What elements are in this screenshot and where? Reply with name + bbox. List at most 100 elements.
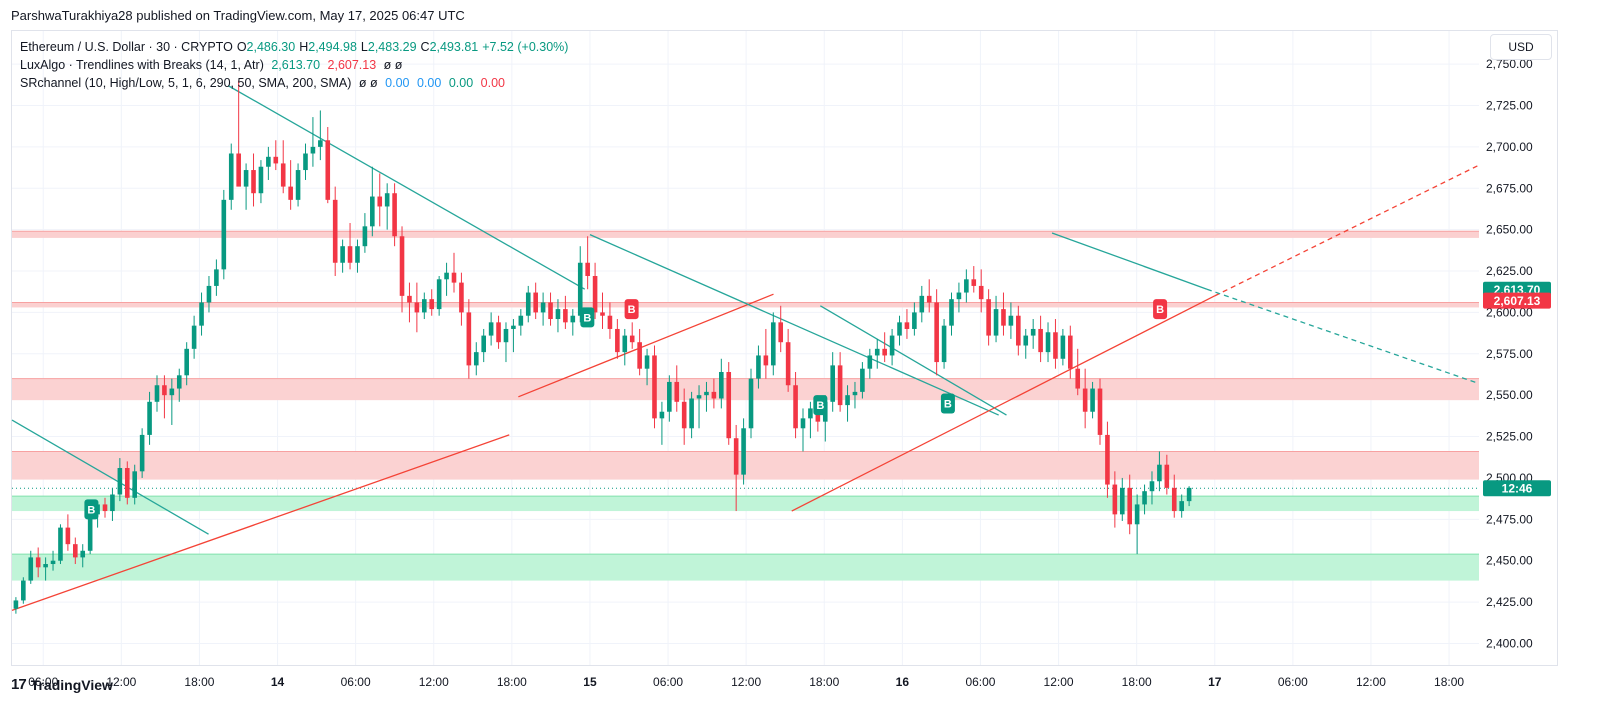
price-tick-label: 2,625.00	[1486, 264, 1533, 278]
candle-up	[1023, 335, 1029, 346]
time-axis: 06:00 12:00 18:00 14 06:00 12:00 18:00 15 06:00 1…	[28, 675, 1464, 689]
downtrend-line	[820, 305, 1007, 416]
time-tick-label: 12:00	[1044, 675, 1074, 689]
candle-down	[325, 140, 331, 200]
close-value: 2,493.81	[429, 40, 479, 54]
candle-down	[592, 275, 598, 313]
candle-up	[644, 355, 650, 369]
candle-down	[1105, 434, 1110, 485]
symbol-name[interactable]: Ethereum / U.S. Dollar · 30 · CRYPTO	[20, 40, 233, 54]
candle-up	[50, 560, 56, 565]
candle-up	[949, 299, 954, 326]
candle-up	[1008, 315, 1014, 326]
candle-down	[392, 193, 397, 237]
price-tick-label: 2,425.00	[1486, 595, 1533, 609]
candle-up	[340, 246, 345, 263]
lux-indicator-name[interactable]: LuxAlgo · Trendlines with Breaks (14, 1,…	[20, 58, 264, 72]
candle-down	[904, 322, 910, 329]
trendlines	[11, 85, 1480, 611]
candle-up	[243, 170, 249, 187]
candle-up	[1157, 464, 1162, 482]
tradingview-logo-icon: 17	[11, 676, 27, 693]
close-label: C	[420, 40, 430, 54]
chart-frame[interactable]	[11, 30, 1558, 666]
low-label: L	[360, 40, 368, 54]
candle-up	[1030, 328, 1036, 336]
candle-up	[1060, 335, 1066, 359]
break-signal-marker	[624, 299, 639, 320]
candle-down	[926, 295, 932, 303]
candle-up	[117, 468, 123, 495]
candle-up	[228, 153, 234, 200]
support-zone	[12, 496, 1479, 512]
break-signal-marker	[84, 499, 99, 520]
candle-up	[1179, 501, 1184, 512]
candle-down	[637, 342, 642, 369]
candle-up	[570, 315, 576, 323]
candle-up	[355, 246, 360, 263]
candle-down	[1001, 309, 1006, 326]
change-value: +7.52 (+0.30%)	[482, 40, 569, 54]
uptrend-line	[11, 434, 510, 611]
time-tick-label: 14	[271, 675, 285, 689]
price-tick-label: 2,550.00	[1486, 388, 1533, 402]
candle-up	[704, 391, 709, 396]
time-tick-label: 17	[1208, 675, 1222, 689]
break-signal-label: B	[583, 312, 591, 324]
time-tick-label: 12:00	[419, 675, 449, 689]
uptrend-line	[791, 295, 1216, 512]
candle-down	[162, 385, 167, 396]
candles	[13, 80, 1192, 614]
candle-up	[941, 325, 947, 363]
candle-up	[830, 365, 835, 402]
candle-up	[1045, 332, 1051, 353]
candle-up	[13, 600, 19, 609]
candle-down	[652, 355, 657, 419]
candle-down	[986, 299, 991, 336]
sr-indicator-name[interactable]: SRchannel (10, High/Low, 5, 1, 6, 290, 5…	[20, 76, 352, 90]
candle-down	[35, 557, 41, 568]
candle-up	[481, 335, 487, 353]
price-tick-label: 2,750.00	[1486, 57, 1533, 71]
candle-down	[1164, 464, 1170, 488]
time-tick-label: 12:00	[106, 675, 136, 689]
candle-down	[934, 302, 939, 363]
candle-down	[585, 262, 590, 276]
candle-up	[1142, 491, 1147, 505]
price-tick-label: 2,675.00	[1486, 181, 1533, 195]
candle-down	[1171, 487, 1177, 512]
candle-up	[310, 146, 316, 154]
candle-down	[73, 544, 78, 558]
currency-button[interactable]: USD	[1490, 34, 1552, 60]
candle-up	[889, 335, 895, 356]
candle-down	[414, 302, 420, 313]
candle-up	[555, 309, 561, 320]
candle-up	[689, 398, 694, 429]
break-signal-label: B	[816, 400, 824, 412]
time-tick-label: 15	[583, 675, 597, 689]
time-tick-label: 12:00	[731, 675, 761, 689]
candle-up	[577, 262, 583, 316]
candle-down	[251, 170, 256, 194]
candle-down	[1068, 335, 1073, 369]
price-axis: 2,400.002,425.002,450.002,475.002,500.00…	[1486, 57, 1533, 650]
break-signals: B B B B B B	[84, 299, 1168, 520]
candle-up	[800, 418, 806, 429]
candle-down	[711, 391, 717, 399]
uptrend-line	[518, 293, 774, 398]
tradingview-brand: TradingView	[30, 676, 113, 693]
candle-down	[273, 156, 279, 164]
candle-up	[206, 285, 212, 303]
candle-down	[1082, 388, 1088, 412]
candle-up	[58, 527, 63, 561]
candle-up	[436, 279, 442, 310]
candle-up	[748, 378, 754, 429]
break-signal-label: B	[87, 504, 95, 516]
candle-up	[444, 272, 449, 280]
time-tick-label: 18:00	[809, 675, 839, 689]
candle-up	[421, 299, 427, 313]
candle-down	[466, 312, 472, 366]
candle-down	[1112, 484, 1118, 515]
candle-up	[191, 325, 197, 349]
